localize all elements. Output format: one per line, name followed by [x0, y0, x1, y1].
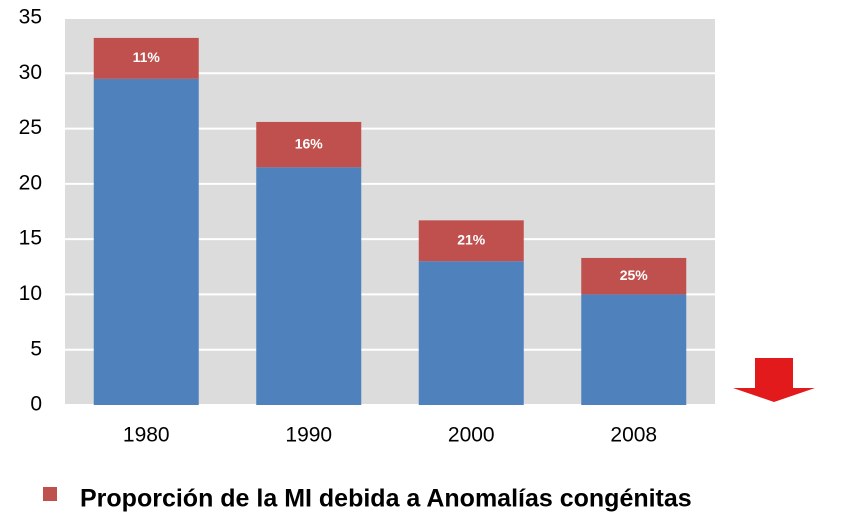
- y-tick-label: 10: [19, 282, 42, 305]
- bar-annotation: 11%: [133, 49, 161, 65]
- bar-annotation: 16%: [295, 135, 324, 151]
- bar-segment: [256, 121, 362, 168]
- y-tick-label: 35: [19, 6, 42, 29]
- bar-segment: [418, 220, 524, 262]
- bar-annotation: 21%: [457, 232, 486, 248]
- y-tick-label: 30: [19, 61, 42, 84]
- y-tick-label: 20: [19, 171, 42, 194]
- legend-swatch: [43, 487, 57, 501]
- bar-segment: [256, 167, 362, 405]
- bar-segment: [93, 37, 199, 79]
- bar-segment: [418, 261, 524, 405]
- x-tick-label: 1990: [285, 424, 332, 447]
- y-tick-label: 5: [30, 337, 42, 360]
- legend-label: Proporción de la MI debida a Anomalías c…: [80, 485, 692, 513]
- bar-segment: [93, 78, 199, 406]
- down-arrow: [733, 358, 815, 402]
- x-tick-label: 2008: [610, 424, 657, 447]
- bar-segment: [581, 257, 687, 295]
- x-tick-label: 1980: [123, 424, 170, 447]
- x-tick-label: 2000: [448, 424, 495, 447]
- bar-segment: [581, 294, 687, 405]
- y-tick-label: 0: [30, 393, 42, 416]
- y-tick-label: 15: [19, 227, 42, 250]
- y-tick-label: 25: [19, 116, 42, 139]
- bar-annotation: 25%: [620, 267, 649, 283]
